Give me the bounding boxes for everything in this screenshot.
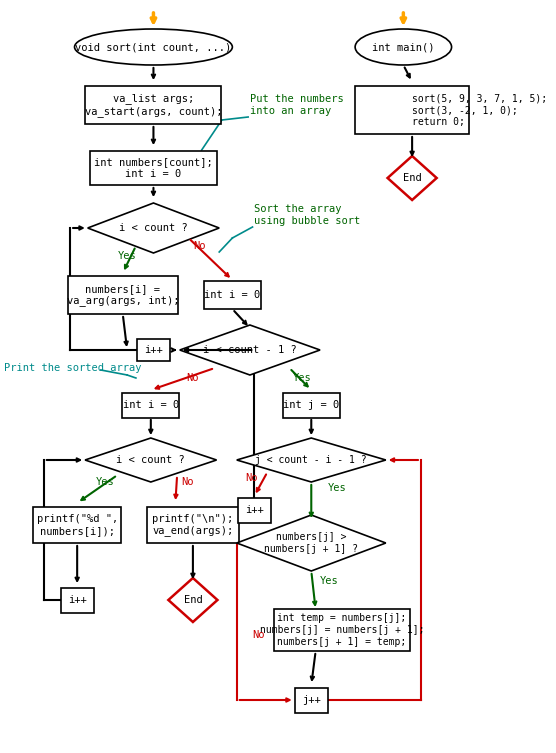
Bar [137,339,170,361]
Text: int temp = numbers[j];
numbers[j] = numbers[j + 1];
numbers[j + 1] = temp;: int temp = numbers[j]; numbers[j] = numb… [260,614,424,647]
Text: Sort the array
using bubble sort: Sort the array using bubble sort [254,204,360,226]
Polygon shape [85,438,217,482]
Bar [204,281,261,309]
Text: i < count ?: i < count ? [119,223,188,233]
Text: No: No [187,373,199,383]
Text: sort(5, 9, 3, 7, 1, 5);
sort(3, -2, 1, 0);
return 0;: sort(5, 9, 3, 7, 1, 5); sort(3, -2, 1, 0… [412,93,547,127]
Text: i++: i++ [68,595,87,605]
Text: i < count - 1 ?: i < count - 1 ? [203,345,297,355]
Text: Yes: Yes [320,576,338,586]
Bar [68,276,177,314]
Text: int j = 0: int j = 0 [283,400,339,410]
Text: Put the numbers
into an array: Put the numbers into an array [250,94,344,116]
Text: int i = 0: int i = 0 [123,400,179,410]
Text: End: End [403,173,421,183]
Bar [274,609,410,651]
Bar [283,392,340,417]
Bar [33,507,121,543]
Bar [86,86,221,124]
Text: Yes: Yes [293,373,312,383]
Text: i++: i++ [144,345,163,355]
Bar [295,687,328,712]
Text: No: No [252,630,265,640]
Text: int main(): int main() [372,42,435,52]
Bar [90,151,217,185]
Text: No: No [181,477,194,487]
Text: No: No [193,241,206,251]
Polygon shape [88,203,219,253]
Text: numbers[i] =
va_arg(args, int);: numbers[i] = va_arg(args, int); [67,284,179,306]
Text: int numbers[count];
int i = 0: int numbers[count]; int i = 0 [94,157,213,178]
Text: Print the sorted array: Print the sorted array [4,363,142,373]
Text: j < count - i - 1 ?: j < count - i - 1 ? [255,455,367,465]
Text: End: End [183,595,202,605]
Text: Yes: Yes [96,477,115,487]
Text: j++: j++ [302,695,321,705]
Text: i++: i++ [245,505,264,515]
Text: Yes: Yes [328,483,347,493]
Polygon shape [180,325,320,375]
Text: printf("%d ",
numbers[i]);: printf("%d ", numbers[i]); [37,514,118,536]
Polygon shape [168,578,217,622]
Text: numbers[j] >
numbers[j + 1] ?: numbers[j] > numbers[j + 1] ? [264,532,358,553]
Text: i < count ?: i < count ? [116,455,185,465]
Polygon shape [237,515,386,571]
Bar [147,507,239,543]
Bar [122,392,180,417]
Ellipse shape [355,29,451,65]
Text: Yes: Yes [118,251,137,261]
Bar [355,86,469,134]
Polygon shape [237,438,386,482]
Bar [237,498,271,523]
Text: No: No [245,473,258,483]
Text: int i = 0: int i = 0 [204,290,261,300]
Text: va_list args;
va_start(args, count);: va_list args; va_start(args, count); [85,93,222,117]
Bar [61,587,94,612]
Text: printf("\n");
va_end(args);: printf("\n"); va_end(args); [152,514,234,536]
Ellipse shape [75,29,232,65]
Text: void sort(int count, ...): void sort(int count, ...) [75,42,231,52]
Polygon shape [388,156,436,200]
